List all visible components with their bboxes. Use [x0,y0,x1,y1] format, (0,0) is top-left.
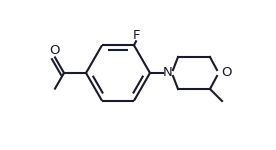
Text: O: O [49,44,59,57]
Text: F: F [133,29,141,42]
Text: O: O [222,66,232,80]
Text: N: N [163,66,173,80]
